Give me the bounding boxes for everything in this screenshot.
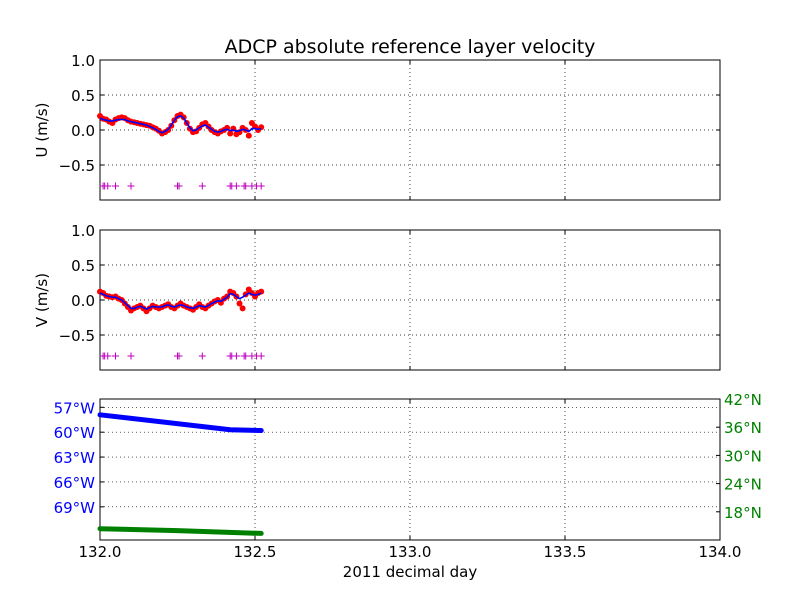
position-panel-xtick-label: 133.0: [389, 543, 432, 561]
v-panel-frame: [99, 229, 721, 371]
position-panel-xtick-label: 132.5: [234, 543, 277, 561]
v-panel-flag-marker: [104, 352, 112, 360]
u-panel-frame: [99, 59, 721, 201]
u-panel-ytick-label: 0.0: [71, 122, 95, 140]
position-panel-lat-tick-label: 36°N: [724, 419, 762, 437]
v-panel-flag-marker: [242, 352, 250, 360]
u-panel-ytick-label: 1.0: [71, 52, 95, 70]
v-panel-data-point: [236, 300, 243, 307]
u-panel-smooth-line: [99, 115, 262, 134]
v-panel-ylabel: V (m/s): [33, 273, 51, 327]
position-panel-lon-tick-label: 63°W: [54, 449, 96, 467]
u-panel-flag-marker: [198, 182, 206, 190]
u-panel-flag-marker: [127, 182, 135, 190]
u-panel-ytick-label: −0.5: [59, 157, 95, 175]
chart-title: ADCP absolute reference layer velocity: [225, 36, 596, 58]
v-panel-flag-marker: [112, 352, 119, 360]
position-panel-xtick-label: 134.0: [699, 543, 742, 561]
v-panel-flag-marker: [257, 352, 265, 360]
position-panel-lat-tick-label: 42°N: [724, 391, 762, 409]
v-panel-ytick-label: 0.5: [71, 257, 95, 275]
position-panel-lat-tick-label: 24°N: [724, 476, 762, 494]
v-panel-flag-marker: [198, 352, 206, 360]
u-panel-ylabel: U (m/s): [33, 103, 51, 158]
x-axis-label: 2011 decimal day: [343, 563, 478, 581]
u-panel-flag-marker: [112, 182, 119, 190]
position-panel-lon-tick-label: 69°W: [54, 499, 96, 517]
v-panel-smooth-line: [99, 292, 262, 310]
position-panel-lon-tick-label: 60°W: [54, 424, 96, 442]
position-panel-lat-tick-label: 30°N: [724, 447, 762, 465]
position-panel-lon-tick-label: 66°W: [54, 474, 96, 492]
u-panel-flag-marker: [242, 182, 250, 190]
u-panel-ytick-label: 0.5: [71, 87, 95, 105]
u-panel-data-point: [227, 130, 234, 137]
v-panel-ytick-label: −0.5: [59, 327, 95, 345]
position-panel-frame: [99, 398, 721, 541]
position-panel-longitude-line: [97, 412, 264, 433]
v-panel-flag-marker: [175, 352, 183, 360]
u-panel-flag-marker: [104, 182, 112, 190]
v-panel-data-point: [239, 305, 246, 312]
v-panel-ytick-label: 0.0: [71, 292, 95, 310]
u-panel-data-point: [245, 132, 252, 139]
u-panel-flag-marker: [232, 182, 240, 190]
v-panel-flag-marker: [232, 352, 240, 360]
position-panel-xtick-label: 132.0: [79, 543, 122, 561]
v-panel-flag-marker: [127, 352, 135, 360]
u-panel-flag-marker: [175, 182, 183, 190]
v-panel-ytick-label: 1.0: [71, 222, 95, 240]
u-panel-flag-marker: [257, 182, 265, 190]
position-panel-lon-tick-label: 57°W: [54, 399, 96, 417]
position-panel-latitude-line: [97, 526, 264, 536]
position-panel-lat-tick-label: 18°N: [724, 504, 762, 522]
position-panel-xtick-label: 133.5: [544, 543, 587, 561]
